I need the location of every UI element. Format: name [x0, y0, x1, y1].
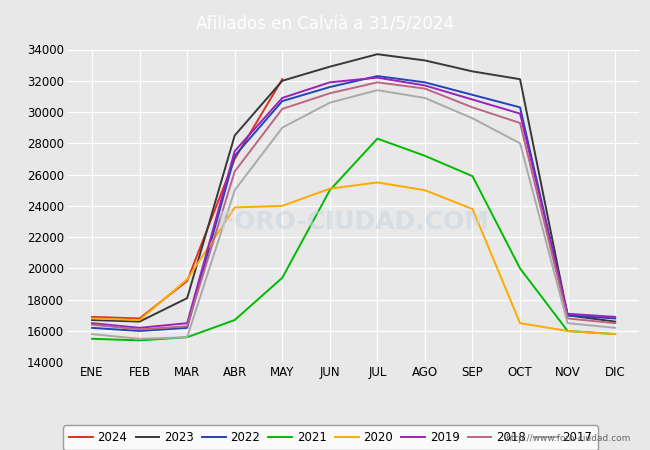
Legend: 2024, 2023, 2022, 2021, 2020, 2019, 2018, 2017: 2024, 2023, 2022, 2021, 2020, 2019, 2018…	[63, 425, 598, 450]
Text: Afiliados en Calvià a 31/5/2024: Afiliados en Calvià a 31/5/2024	[196, 16, 454, 34]
Text: http://www.foro-ciudad.com: http://www.foro-ciudad.com	[505, 434, 630, 443]
Text: FORO-CIUDAD.COM: FORO-CIUDAD.COM	[218, 210, 489, 234]
